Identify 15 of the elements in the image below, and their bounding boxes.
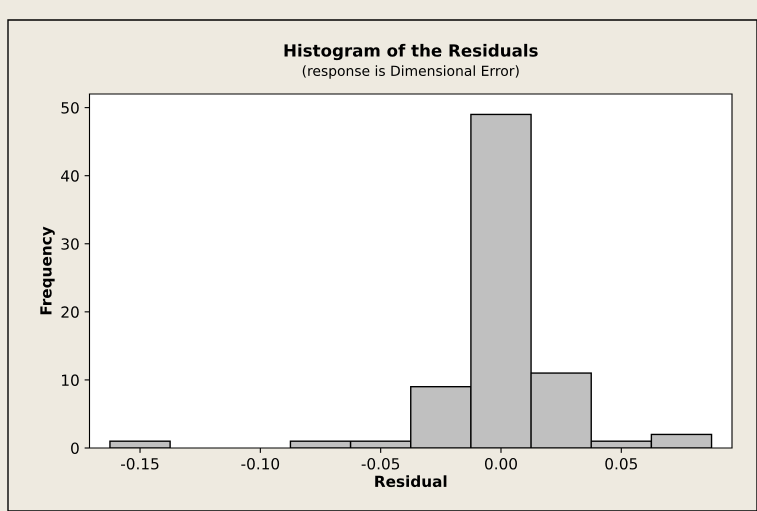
y-tick-label: 20 — [61, 306, 79, 318]
x-tick-label: 0.00 — [484, 458, 517, 470]
x-tick-label: 0.05 — [605, 458, 637, 470]
y-axis-title: Frequency — [40, 226, 55, 314]
chart-title: Histogram of the Residuals — [284, 44, 538, 60]
y-tick-label: 50 — [62, 102, 79, 114]
chart-subtitle: (response is Dimensional Error) — [302, 65, 519, 79]
x-axis-title: Residual — [375, 475, 446, 488]
y-tick-label: 10 — [62, 374, 79, 386]
x-tick-label: -0.10 — [241, 458, 280, 470]
x-tick-label: -0.05 — [362, 458, 400, 470]
y-tick-label: 30 — [62, 238, 79, 250]
y-tick-label: 0 — [71, 442, 79, 454]
x-tick-label: -0.15 — [121, 458, 158, 470]
y-tick-label: 40 — [61, 170, 79, 182]
